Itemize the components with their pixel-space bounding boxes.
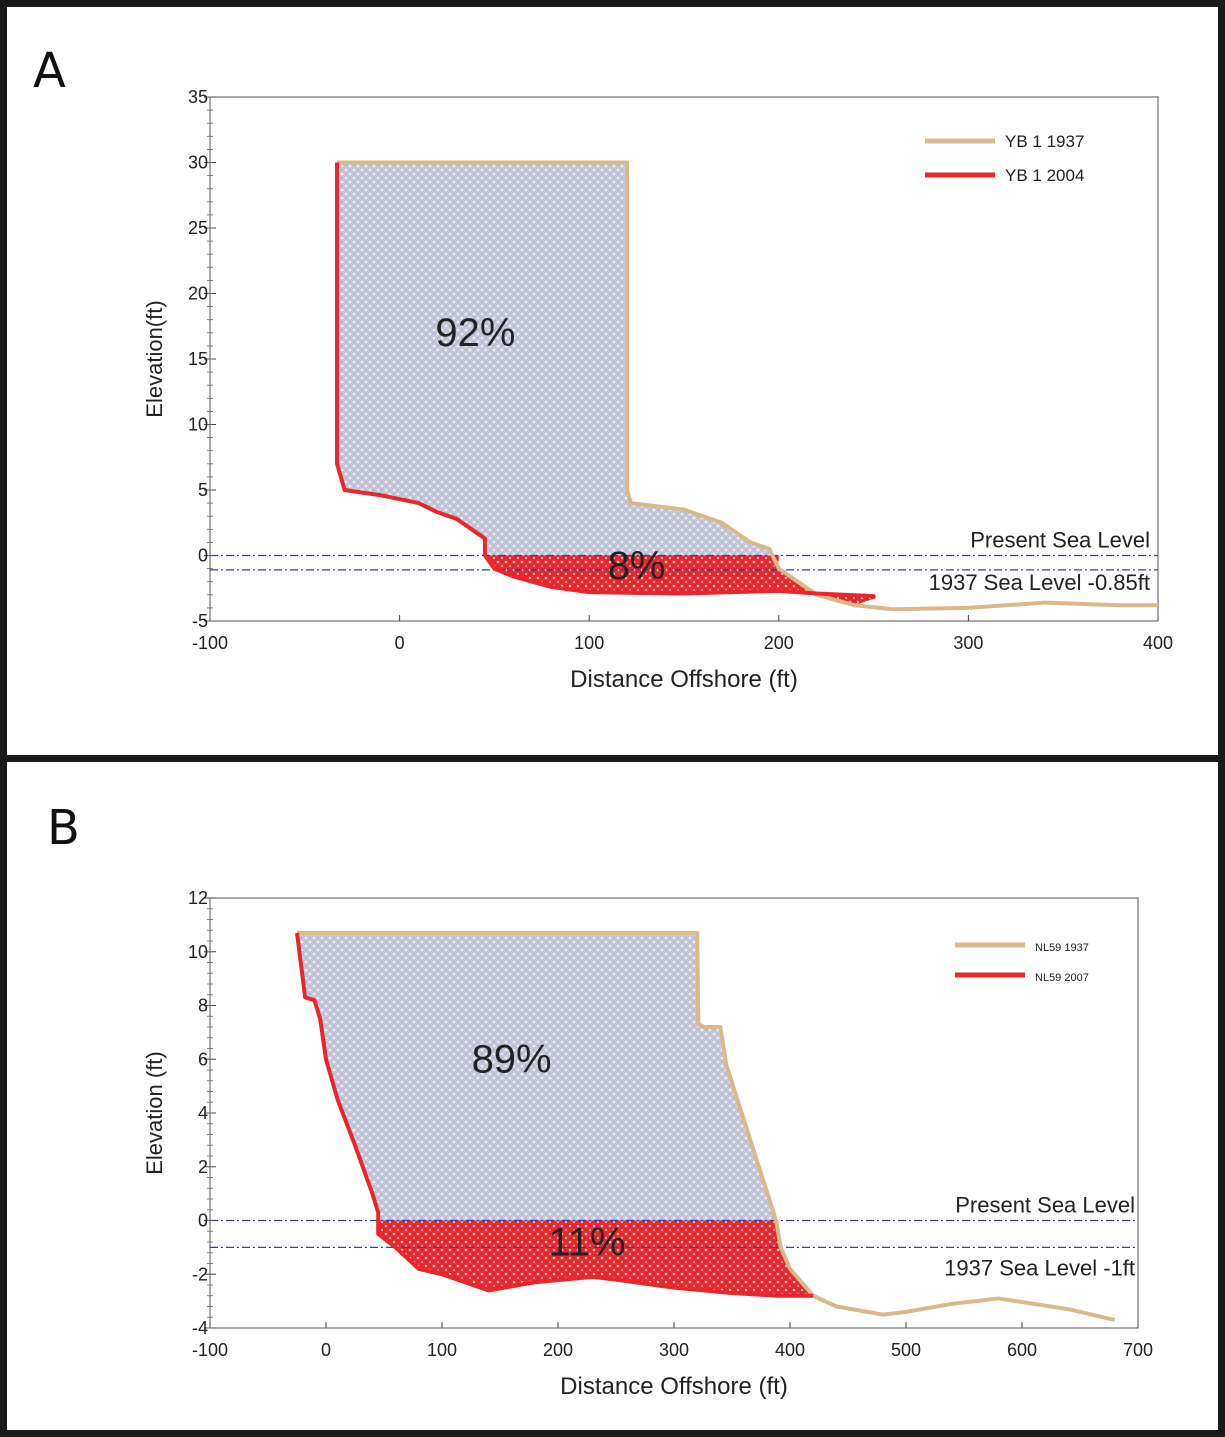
- x-tick-label-b-7: 600: [1007, 1340, 1037, 1360]
- x-tick-label-a-3: 200: [764, 633, 794, 653]
- eroded-area-below-sea-level-a: [484, 555, 874, 606]
- y-tick-label-a-7: 30: [188, 153, 208, 173]
- series-line-a-1: [335, 162, 876, 599]
- panel-label-a: A: [33, 43, 66, 99]
- series-line-a-0: [337, 160, 1158, 612]
- x-tick-label-b-8: 700: [1123, 1340, 1153, 1360]
- y-tick-label-b-4: 4: [198, 1103, 208, 1123]
- y-tick-label-a-5: 20: [188, 284, 208, 304]
- x-tick-label-b-4: 300: [659, 1340, 689, 1360]
- x-tick-label-b-1: 0: [321, 1340, 331, 1360]
- y-axis-label-a: Elevation(ft): [142, 300, 167, 417]
- y-tick-label-b-8: 12: [188, 888, 208, 908]
- eroded-area-above-sea-level-a: [337, 162, 770, 556]
- y-tick-label-b-0: -4: [192, 1318, 208, 1338]
- reference-line-label-a-0: Present Sea Level: [970, 528, 1150, 553]
- reference-line-label-b-1: 1937 Sea Level -1ft: [944, 1255, 1135, 1280]
- percent-annotation-a-0: 92%: [435, 311, 515, 355]
- legend-label-a-1: YB 1 2004: [1005, 166, 1084, 185]
- y-tick-label-a-1: 0: [198, 546, 208, 566]
- y-tick-label-b-6: 8: [198, 996, 208, 1016]
- y-tick-label-a-6: 25: [188, 218, 208, 238]
- x-tick-label-a-1: 0: [395, 633, 405, 653]
- panel-label-b: B: [47, 800, 80, 856]
- legend-label-a-0: YB 1 1937: [1005, 132, 1084, 151]
- y-tick-label-b-3: 2: [198, 1157, 208, 1177]
- y-tick-label-a-8: 35: [188, 87, 208, 107]
- y-tick-label-b-2: 0: [198, 1211, 208, 1231]
- x-axis-label-b: Distance Offshore (ft): [560, 1373, 788, 1400]
- legend-label-b-1: NL59 2007: [1035, 972, 1089, 984]
- x-tick-label-a-4: 300: [953, 633, 983, 653]
- percent-annotation-a-1: 8%: [608, 544, 666, 588]
- reference-line-label-a-1: 1937 Sea Level -0.85ft: [929, 570, 1150, 595]
- y-tick-label-a-3: 10: [188, 415, 208, 435]
- y-tick-label-a-0: -5: [192, 611, 208, 631]
- y-axis-label-b: Elevation (ft): [142, 1051, 167, 1175]
- x-tick-label-b-6: 500: [891, 1340, 921, 1360]
- y-tick-label-b-7: 10: [188, 942, 208, 962]
- x-tick-label-a-2: 100: [574, 633, 604, 653]
- y-tick-label-a-4: 15: [188, 349, 208, 369]
- series-line-b-1: [295, 932, 814, 1298]
- x-axis-label-a: Distance Offshore (ft): [570, 666, 798, 693]
- x-tick-label-b-3: 200: [543, 1340, 573, 1360]
- series-line-b-0: [297, 930, 1116, 1322]
- percent-annotation-b-1: 11%: [548, 1220, 625, 1264]
- reference-line-label-b-0: Present Sea Level: [955, 1193, 1135, 1218]
- eroded-area-below-sea-level-b: [378, 1220, 814, 1296]
- percent-annotation-b-0: 89%: [472, 1038, 552, 1082]
- y-tick-label-a-2: 5: [198, 480, 208, 500]
- y-tick-label-b-1: -2: [192, 1264, 208, 1284]
- x-tick-label-a-0: -100: [192, 633, 228, 653]
- y-tick-label-b-5: 6: [198, 1049, 208, 1069]
- eroded-area-above-sea-level-b: [297, 932, 777, 1221]
- x-tick-label-a-5: 400: [1143, 633, 1173, 653]
- legend-label-b-0: NL59 1937: [1035, 942, 1089, 954]
- x-tick-label-b-5: 400: [775, 1340, 805, 1360]
- x-tick-label-b-2: 100: [427, 1340, 457, 1360]
- x-tick-label-b-0: -100: [192, 1340, 228, 1360]
